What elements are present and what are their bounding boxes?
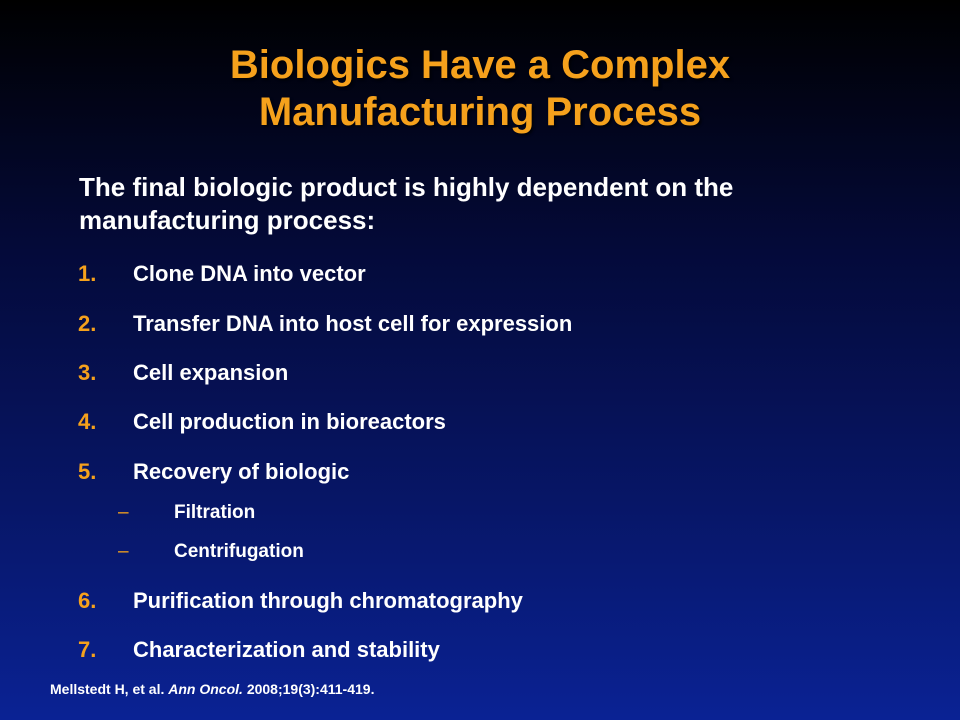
step-label: Cell production in bioreactors: [133, 409, 446, 434]
step-number: 3.: [78, 360, 97, 385]
intro-text: The final biologic product is highly dep…: [79, 171, 909, 237]
step-label: Characterization and stability: [133, 637, 440, 662]
substep-bullet: –: [118, 541, 129, 562]
process-step: 6. Purification through chromatography: [78, 587, 523, 615]
citation-authors: Mellstedt H, et al.: [50, 681, 165, 697]
step-number: 6.: [78, 588, 97, 613]
step-label: Clone DNA into vector: [133, 261, 366, 286]
intro-line-2: manufacturing process:: [79, 205, 376, 235]
process-step: 3. Cell expansion: [78, 359, 288, 387]
step-number: 7.: [78, 637, 97, 662]
step-number: 5.: [78, 459, 97, 484]
process-step: 4. Cell production in bioreactors: [78, 408, 446, 436]
process-step: 1. Clone DNA into vector: [78, 260, 366, 288]
process-step: 5. Recovery of biologic: [78, 458, 349, 486]
slide-title-line-2: Manufacturing Process: [258, 90, 702, 134]
step-label: Purification through chromatography: [133, 588, 523, 613]
substep-label: Filtration: [174, 502, 256, 523]
step-number: 4.: [78, 409, 97, 434]
slide-title: Biologics Have a Complex Manufacturing P…: [0, 42, 960, 136]
substep-bullet: –: [118, 502, 129, 523]
step-number: 2.: [78, 311, 97, 336]
slide-title-line-1: Biologics Have a Complex: [229, 43, 731, 87]
intro-line-1: The final biologic product is highly dep…: [79, 172, 734, 202]
step-number: 1.: [78, 261, 97, 286]
process-step: 2. Transfer DNA into host cell for expres…: [78, 310, 572, 338]
step-label: Transfer DNA into host cell for expressi…: [133, 311, 573, 336]
citation: Mellstedt H, et al. Ann Oncol. 2008;19(3…: [50, 680, 374, 698]
step-label: Cell expansion: [133, 360, 289, 385]
process-step: 7. Characterization and stability: [78, 636, 440, 664]
substep-label: Centrifugation: [174, 541, 304, 562]
step-label: Recovery of biologic: [133, 459, 350, 484]
citation-journal: Ann Oncol.: [168, 681, 243, 697]
citation-details: 2008;19(3):411-419.: [246, 681, 375, 697]
process-substep: – Filtration: [118, 501, 255, 525]
process-substep: – Centrifugation: [118, 540, 304, 564]
